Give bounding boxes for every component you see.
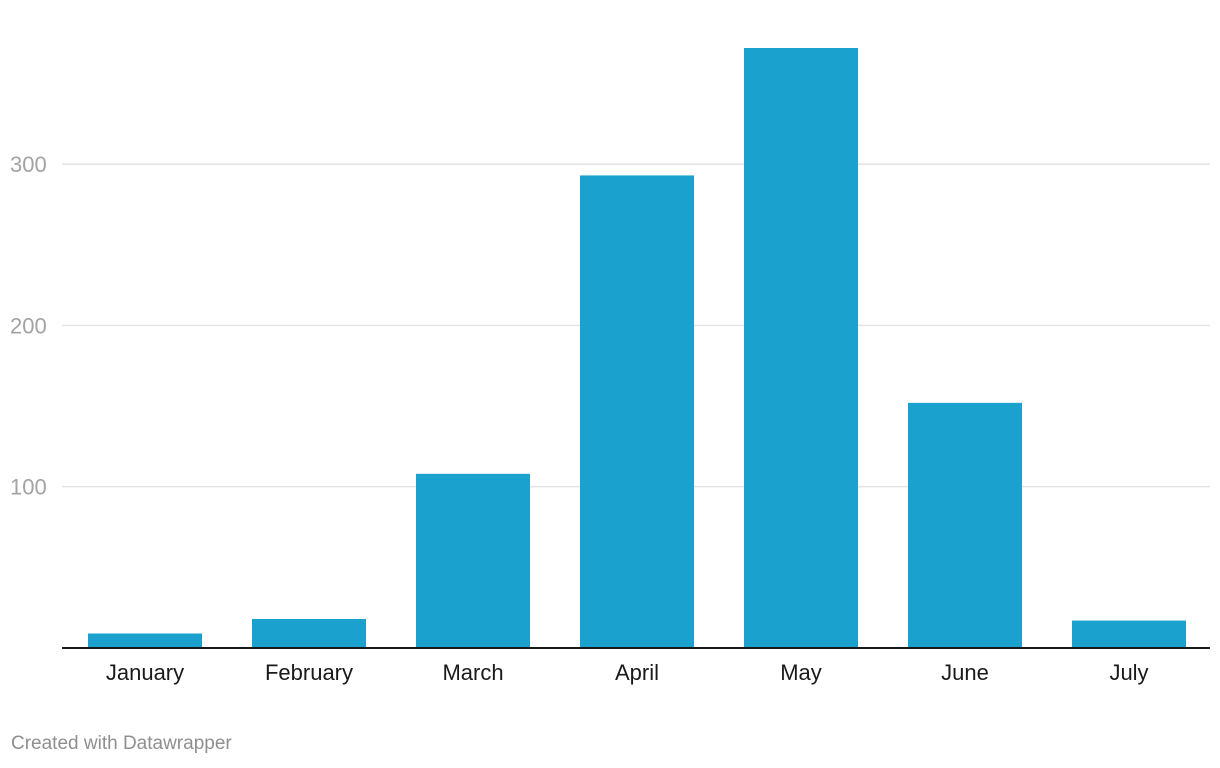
x-tick-label-may: May — [780, 660, 822, 685]
x-tick-label-january: January — [106, 660, 184, 685]
bar-july — [1072, 620, 1186, 648]
bar-june — [908, 402, 1022, 648]
x-tick-label-march: March — [442, 660, 503, 685]
bar-may — [744, 48, 858, 648]
x-axis-labels: January February March April May June July — [106, 660, 1149, 685]
bar-january — [88, 633, 202, 648]
credit-text: Created with Datawrapper — [11, 733, 232, 754]
bars — [88, 48, 1186, 648]
y-axis-ticks: 100 200 300 — [10, 152, 47, 500]
x-tick-label-february: February — [265, 660, 353, 685]
y-tick-label: 100 — [10, 475, 47, 500]
y-tick-label: 200 — [10, 313, 47, 338]
x-tick-label-june: June — [941, 660, 989, 685]
x-tick-label-april: April — [615, 660, 659, 685]
bar-march — [416, 473, 530, 648]
bar-february — [252, 618, 366, 648]
y-tick-label: 300 — [10, 152, 47, 177]
x-tick-label-july: July — [1109, 660, 1148, 685]
bar-april — [580, 175, 694, 648]
